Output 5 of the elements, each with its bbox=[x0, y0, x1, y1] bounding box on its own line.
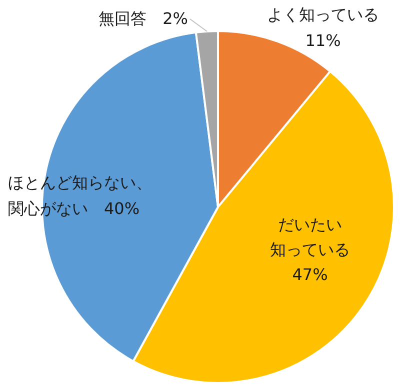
slice-label: よく知っている bbox=[267, 5, 379, 24]
slice-label: 無回答 2% bbox=[98, 9, 188, 28]
data-label: 47% bbox=[292, 265, 328, 284]
data-label: 11% bbox=[305, 31, 341, 50]
slice-label: だいたい知っている bbox=[270, 215, 350, 259]
